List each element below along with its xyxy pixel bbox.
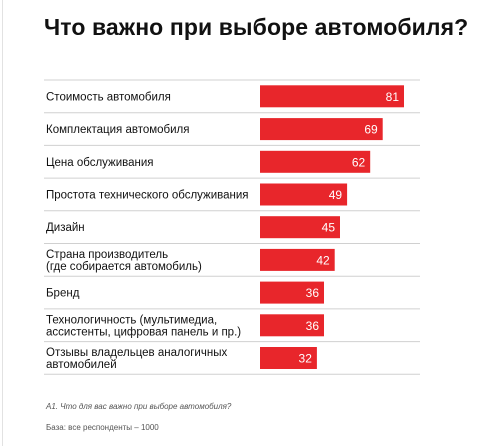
bar — [260, 216, 340, 239]
bar-value-label: 42 — [316, 253, 330, 267]
category-label: Бренд — [46, 288, 80, 300]
category-label: Стоимость автомобиля — [46, 91, 171, 103]
category-label: Отзывы владельцев аналогичных — [46, 347, 227, 359]
category-label: Комплектация автомобиля — [46, 124, 190, 136]
bar — [260, 281, 324, 304]
bar — [260, 118, 383, 141]
bar — [260, 85, 404, 108]
bar — [260, 150, 371, 173]
bar-value-label: 69 — [364, 123, 378, 137]
category-label: ассистенты, цифровая панель и пр.) — [46, 326, 241, 338]
bar — [260, 347, 317, 369]
bar-value-label: 49 — [329, 188, 343, 202]
chart-footnote: А1. Что для вас важно при выборе автомоб… — [46, 402, 232, 411]
bar-chart: Стоимость автомобиля 81 Комплектация автом… — [44, 79, 420, 375]
category-label: Дизайн — [46, 222, 85, 234]
bar-value-label: 36 — [306, 319, 320, 333]
category-label: Цена обслуживания — [46, 157, 154, 169]
chart-title: Что важно при выборе автомобиля? — [44, 14, 469, 40]
category-label: Страна производитель — [46, 249, 168, 261]
category-label: автомобилей — [46, 359, 117, 371]
bar-value-label: 81 — [386, 90, 400, 104]
bar — [260, 248, 335, 271]
base-note: База: все респонденты – 1000 — [46, 423, 159, 432]
bar-value-label: 32 — [299, 352, 313, 366]
category-label: Простота технического обслуживания — [46, 190, 249, 202]
category-label: (где собирается автомобиль) — [46, 261, 202, 273]
bar-value-label: 36 — [306, 286, 320, 300]
bar — [260, 314, 324, 337]
bar-value-label: 62 — [352, 155, 366, 169]
bar-value-label: 45 — [322, 221, 336, 235]
bar — [260, 183, 348, 206]
category-label: Технологичность (мультимедиа, — [46, 314, 217, 326]
left-border-line — [2, 0, 3, 446]
